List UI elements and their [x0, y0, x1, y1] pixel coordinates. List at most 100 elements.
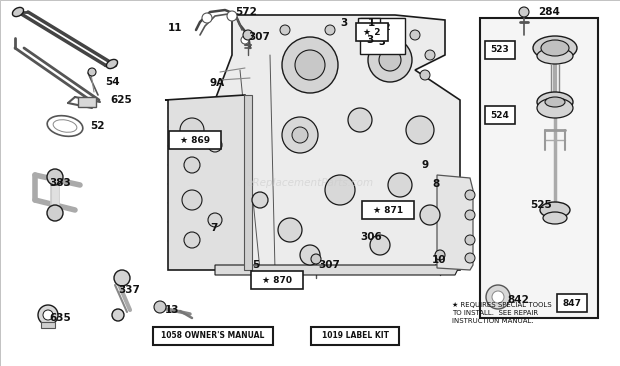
Bar — [251, 271, 303, 289]
Circle shape — [465, 235, 475, 245]
Circle shape — [43, 310, 53, 320]
Circle shape — [410, 30, 420, 40]
Circle shape — [486, 285, 510, 309]
Text: 9A: 9A — [210, 78, 225, 88]
Text: 524: 524 — [490, 111, 510, 120]
Circle shape — [252, 192, 268, 208]
Text: 635: 635 — [49, 313, 71, 323]
Ellipse shape — [53, 120, 77, 132]
Text: 1058 OWNER'S MANUAL: 1058 OWNER'S MANUAL — [161, 332, 265, 340]
Text: 1: 1 — [366, 24, 373, 34]
Circle shape — [370, 235, 390, 255]
Polygon shape — [215, 15, 460, 270]
Circle shape — [282, 117, 318, 153]
Circle shape — [282, 37, 338, 93]
Bar — [244, 95, 252, 270]
Text: 842: 842 — [507, 295, 529, 305]
Ellipse shape — [107, 59, 118, 68]
Ellipse shape — [540, 202, 570, 218]
Text: 7: 7 — [210, 223, 218, 233]
Text: 1: 1 — [368, 18, 375, 28]
Polygon shape — [165, 95, 248, 270]
Bar — [480, 18, 598, 318]
Circle shape — [379, 49, 401, 71]
Circle shape — [182, 190, 202, 210]
Text: 284: 284 — [538, 7, 560, 17]
Bar — [360, 18, 405, 54]
Text: ★ 2: ★ 2 — [373, 22, 391, 31]
Text: 54: 54 — [105, 77, 120, 87]
Text: 5: 5 — [252, 260, 259, 270]
Text: ★ 869: ★ 869 — [180, 135, 210, 145]
Polygon shape — [215, 265, 460, 275]
Text: 1019 LABEL KIT: 1019 LABEL KIT — [322, 332, 389, 340]
Bar — [358, 18, 380, 40]
Text: 3: 3 — [379, 37, 386, 47]
Circle shape — [295, 50, 325, 80]
Circle shape — [47, 169, 63, 185]
Circle shape — [154, 301, 166, 313]
Circle shape — [184, 157, 200, 173]
Bar — [311, 327, 399, 345]
Circle shape — [420, 70, 430, 80]
Bar — [169, 131, 221, 149]
Circle shape — [202, 13, 212, 23]
Circle shape — [311, 254, 321, 264]
Circle shape — [180, 118, 204, 142]
Circle shape — [492, 291, 504, 303]
Circle shape — [325, 175, 355, 205]
Circle shape — [243, 30, 253, 40]
Text: 13: 13 — [165, 305, 180, 315]
Bar — [485, 41, 515, 59]
Text: 10: 10 — [432, 255, 446, 265]
Text: 8: 8 — [432, 179, 439, 189]
Text: 3: 3 — [366, 35, 373, 45]
Bar — [153, 327, 273, 345]
Circle shape — [208, 138, 222, 152]
Circle shape — [208, 213, 222, 227]
Circle shape — [465, 253, 475, 263]
Ellipse shape — [12, 7, 24, 16]
Circle shape — [388, 173, 412, 197]
Text: 383: 383 — [49, 178, 71, 188]
Circle shape — [88, 68, 96, 76]
Circle shape — [519, 7, 529, 17]
Circle shape — [47, 205, 63, 221]
Circle shape — [348, 108, 372, 132]
Circle shape — [368, 38, 412, 82]
Text: 307: 307 — [318, 260, 340, 270]
Circle shape — [425, 50, 435, 60]
Ellipse shape — [47, 116, 83, 136]
Bar — [362, 201, 414, 219]
Text: ★ REQUIRES SPECIAL TOOLS
TO INSTALL.  SEE REPAIR
INSTRUCTION MANUAL.: ★ REQUIRES SPECIAL TOOLS TO INSTALL. SEE… — [452, 302, 552, 324]
Circle shape — [292, 127, 308, 143]
Circle shape — [435, 250, 445, 260]
Text: 52: 52 — [90, 121, 105, 131]
Text: ★ 870: ★ 870 — [262, 276, 292, 284]
Text: 3: 3 — [340, 18, 347, 28]
Circle shape — [278, 218, 302, 242]
Circle shape — [112, 309, 124, 321]
Text: 847: 847 — [562, 299, 582, 307]
Text: 572: 572 — [235, 7, 257, 17]
Bar — [485, 106, 515, 124]
Circle shape — [465, 210, 475, 220]
Bar — [78, 97, 96, 107]
Ellipse shape — [545, 97, 565, 107]
Text: 525: 525 — [530, 200, 552, 210]
Text: 337: 337 — [118, 285, 140, 295]
Circle shape — [114, 270, 130, 286]
Text: 625: 625 — [110, 95, 131, 105]
Text: 307: 307 — [248, 32, 270, 42]
Circle shape — [325, 25, 335, 35]
Circle shape — [227, 11, 237, 21]
Ellipse shape — [537, 98, 573, 118]
Bar — [41, 322, 55, 328]
Circle shape — [465, 190, 475, 200]
Text: eReplacementParts.com: eReplacementParts.com — [246, 178, 374, 188]
Polygon shape — [437, 175, 473, 270]
Circle shape — [300, 245, 320, 265]
Text: 9: 9 — [421, 160, 428, 170]
Circle shape — [420, 205, 440, 225]
Ellipse shape — [533, 36, 577, 60]
